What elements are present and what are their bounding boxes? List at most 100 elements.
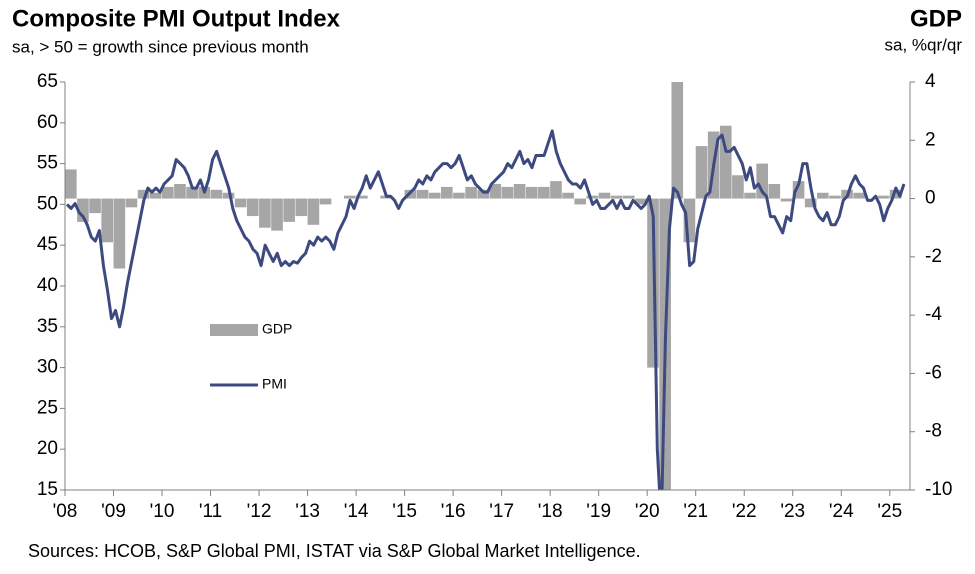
bar xyxy=(149,192,162,199)
x-tick-label: '14 xyxy=(344,501,369,522)
bar xyxy=(186,186,198,199)
bar xyxy=(210,189,223,199)
bar xyxy=(635,198,647,205)
bar xyxy=(671,82,684,199)
bar xyxy=(271,198,283,231)
bar xyxy=(598,192,611,199)
x-tick-label: '18 xyxy=(538,501,563,522)
y2-tick-label: -10 xyxy=(925,479,952,500)
bar xyxy=(732,175,744,199)
bar xyxy=(477,189,490,199)
legend-label: GDP xyxy=(262,321,292,337)
x-tick-label: '22 xyxy=(732,501,757,522)
y2-tick-label: 2 xyxy=(925,129,936,150)
x-tick-label: '08 xyxy=(53,501,78,522)
line xyxy=(65,129,906,490)
y-tick-label: 15 xyxy=(37,479,58,500)
x-tick-label: '10 xyxy=(150,501,175,522)
bar xyxy=(792,181,805,199)
y-tick-label: 40 xyxy=(37,275,58,296)
bar xyxy=(501,186,514,199)
bar xyxy=(574,198,587,205)
source-note: Sources: HCOB, S&P Global PMI, ISTAT via… xyxy=(28,541,641,561)
x-tick-label: '17 xyxy=(489,501,514,522)
x-tick-label: '20 xyxy=(635,501,660,522)
bar xyxy=(283,198,295,222)
bar xyxy=(744,192,756,199)
x-tick-label: '15 xyxy=(392,501,417,522)
bar xyxy=(222,192,235,199)
bar xyxy=(889,189,902,199)
y-tick-label: 45 xyxy=(37,234,58,255)
bar xyxy=(525,186,538,199)
bar xyxy=(756,163,768,199)
bar xyxy=(768,184,781,199)
y2-tick-label: -4 xyxy=(925,304,942,325)
bar xyxy=(246,198,259,217)
bar xyxy=(295,198,308,217)
x-tick-label: '21 xyxy=(683,501,708,522)
bar xyxy=(538,186,550,199)
bar xyxy=(343,195,356,199)
y-tick-label: 65 xyxy=(37,71,58,92)
bar xyxy=(489,184,502,199)
y2-tick-label: -2 xyxy=(925,246,942,267)
bar xyxy=(719,125,732,199)
y2-tick-label: 0 xyxy=(925,188,936,209)
bar xyxy=(65,169,77,199)
y2-title: GDP xyxy=(910,5,962,32)
lines-layer xyxy=(65,129,906,490)
bar xyxy=(683,198,696,243)
bar xyxy=(125,198,138,208)
x-tick-label: '23 xyxy=(780,501,805,522)
x-tick-label: '19 xyxy=(586,501,611,522)
bars-layer xyxy=(65,82,902,490)
bar xyxy=(137,189,150,199)
bar xyxy=(319,198,332,205)
bar xyxy=(307,198,320,225)
y2-tick-label: 4 xyxy=(925,71,936,92)
bar xyxy=(550,181,562,199)
y-tick-label: 30 xyxy=(37,357,58,378)
bar xyxy=(829,195,841,199)
y-tick-label: 55 xyxy=(37,153,58,174)
x-tick-label: '09 xyxy=(101,501,126,522)
bar xyxy=(89,198,101,214)
y2-tick-label: -8 xyxy=(925,421,942,442)
x-tick-label: '16 xyxy=(441,501,466,522)
y-tick-label: 60 xyxy=(37,112,58,133)
chart-subtitle: sa, > 50 = growth since previous month xyxy=(12,37,309,56)
bar xyxy=(586,195,599,199)
bar xyxy=(356,195,368,199)
bar xyxy=(259,198,271,228)
legend-swatch xyxy=(210,324,258,336)
bar xyxy=(77,198,89,222)
bar xyxy=(101,198,114,243)
x-tick-label: '25 xyxy=(877,501,902,522)
bar xyxy=(162,186,174,199)
bar xyxy=(853,192,866,199)
bar xyxy=(453,192,465,199)
bar xyxy=(113,198,126,269)
bar xyxy=(610,195,623,199)
x-tick-label: '13 xyxy=(295,501,320,522)
legend-label: PMI xyxy=(262,376,287,392)
x-tick-label: '12 xyxy=(247,501,272,522)
y-tick-label: 25 xyxy=(37,397,58,418)
bar xyxy=(817,192,829,199)
x-tick-label: '24 xyxy=(829,501,854,522)
bar xyxy=(441,186,453,199)
y2-subtitle: sa, %qr/qr xyxy=(885,35,963,54)
bar xyxy=(695,146,708,199)
bar xyxy=(465,186,477,199)
bar xyxy=(513,184,526,199)
chart-title: Composite PMI Output Index xyxy=(12,5,341,32)
x-tick-label: '11 xyxy=(199,501,222,522)
bar xyxy=(622,195,635,199)
bar xyxy=(174,184,186,199)
bar xyxy=(804,198,817,208)
y2-tick-label: -6 xyxy=(925,362,942,383)
y-tick-label: 35 xyxy=(37,316,58,337)
y-tick-label: 20 xyxy=(37,438,58,459)
